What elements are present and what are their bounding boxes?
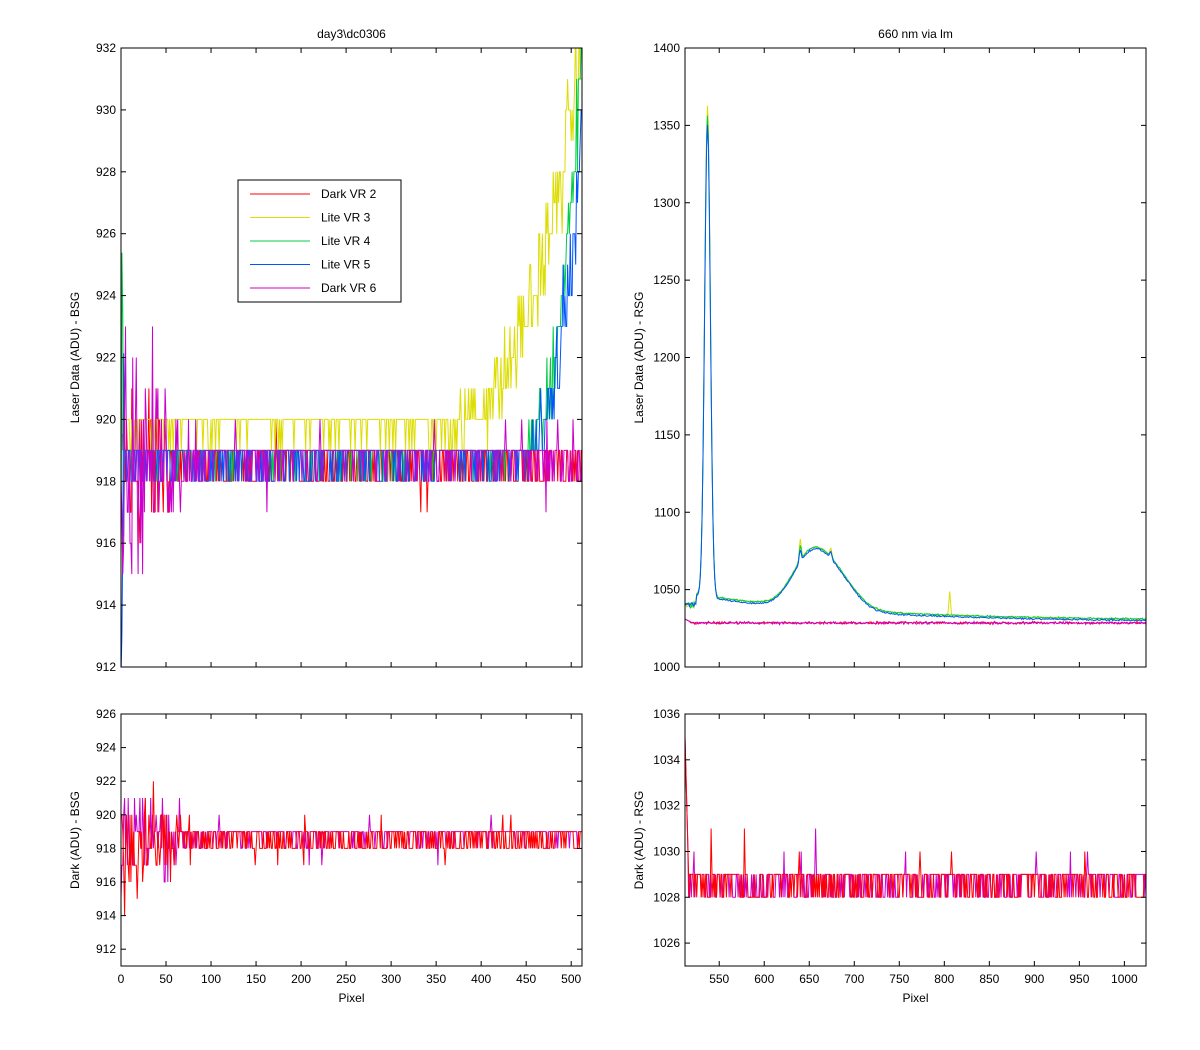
y-tick-label: 1034	[653, 753, 680, 767]
y-tick-label: 1026	[653, 936, 680, 950]
legend-label: Lite VR 3	[321, 211, 371, 225]
x-tick-label: 550	[709, 972, 729, 986]
y-tick-label: 1050	[653, 583, 680, 597]
y-axis-label: Dark (ADU) - BSG	[68, 791, 82, 889]
y-tick-label: 1150	[654, 428, 680, 442]
x-tick-label: 200	[291, 972, 311, 986]
x-tick-label: 700	[844, 972, 864, 986]
y-tick-label: 1030	[653, 844, 680, 858]
y-axis-label: Dark (ADU) - RSG	[632, 791, 646, 890]
y-tick-label: 926	[96, 227, 116, 241]
x-tick-label: 350	[426, 972, 446, 986]
y-tick-label: 1000	[653, 660, 680, 674]
chart-top-right: 1000 1050 1100 1150 1200 1250 1300 1350 1400 660 …	[632, 27, 1147, 674]
y-tick-label: 918	[96, 474, 116, 488]
y-tick-label: 926	[96, 707, 116, 721]
x-axis-label: Pixel	[338, 991, 364, 1005]
x-tick-label: 850	[979, 972, 999, 986]
y-tick-label: 1028	[653, 890, 680, 904]
legend-label: Dark VR 2	[321, 187, 377, 201]
y-tick-label: 930	[96, 103, 116, 117]
y-tick-label: 916	[96, 536, 116, 550]
y-tick-label: 1400	[653, 41, 680, 55]
y-tick-label: 914	[96, 909, 116, 923]
series-line-dark-vr-6	[121, 326, 582, 575]
x-tick-label: 150	[246, 972, 266, 986]
chart-title: day3\dc0306	[317, 27, 386, 41]
axes-frame	[120, 713, 583, 967]
y-tick-label: 932	[96, 41, 116, 55]
legend-label: Lite VR 5	[321, 258, 371, 272]
y-tick-label: 1032	[653, 799, 680, 813]
plot-area	[685, 714, 1146, 966]
series-line-lite-vr-3	[121, 48, 582, 451]
series-line-dark-vr-2	[121, 781, 582, 916]
y-tick-label: 914	[96, 598, 116, 612]
chart-bottom-right: 1026 1028 1030 1032 1034 1036 550 600 650 700 750 8…	[632, 707, 1147, 1005]
y-tick-label: 1250	[653, 273, 680, 287]
y-tick-label: 912	[96, 942, 116, 956]
series-group	[121, 781, 582, 916]
y-tick-label: 922	[96, 774, 116, 788]
legend-label: Dark VR 6	[321, 281, 377, 295]
y-tick-label: 1200	[653, 351, 680, 365]
plot-area	[685, 48, 1146, 667]
x-tick-label: 900	[1024, 972, 1044, 986]
x-tick-label: 750	[889, 972, 909, 986]
x-tick-label: 300	[381, 972, 401, 986]
y-tick-label: 1100	[654, 505, 680, 519]
y-tick-label: 924	[96, 289, 116, 303]
series-line-dark-vr-6	[685, 618, 1146, 626]
y-tick-label: 916	[96, 875, 116, 889]
series-group	[685, 105, 1146, 626]
x-tick-label: 250	[336, 972, 356, 986]
y-axis-label: Laser Data (ADU) - RSG	[632, 291, 646, 423]
x-tick-label: 500	[561, 972, 581, 986]
x-tick-label: 0	[118, 972, 125, 986]
legend: Dark VR 2 Lite VR 3 Lite VR 4 Lite VR 5 Dark…	[237, 179, 402, 303]
x-tick-label: 950	[1069, 972, 1089, 986]
y-axis-label: Laser Data (ADU) - BSG	[68, 292, 82, 423]
axes-frame	[684, 713, 1147, 967]
y-tick-label: 1350	[653, 118, 680, 132]
y-tick-label: 1300	[653, 196, 680, 210]
y-tick-label: 918	[96, 841, 116, 855]
y-tick-label: 920	[96, 808, 116, 822]
x-tick-label: 600	[754, 972, 774, 986]
series-line-lite-vr-5	[685, 124, 1146, 622]
y-tick-label: 924	[96, 741, 116, 755]
x-tick-label: 50	[159, 972, 173, 986]
y-tick-label: 922	[96, 351, 116, 365]
legend-label: Lite VR 4	[321, 234, 371, 248]
x-tick-label: 400	[471, 972, 491, 986]
x-tick-label: 100	[201, 972, 221, 986]
series-line-lite-vr-4	[685, 115, 1146, 621]
y-tick-label: 920	[96, 412, 116, 426]
x-tick-label: 450	[516, 972, 536, 986]
x-tick-label: 800	[934, 972, 954, 986]
y-tick-label: 928	[96, 165, 116, 179]
series-line-dark-vr-6	[685, 736, 1146, 898]
chart-bottom-left: 912 914 916 918 920 922 924 926 0 50 100 150 200 250 3…	[68, 707, 583, 1005]
x-tick-label: 1000	[1111, 972, 1138, 986]
chart-title: 660 nm via lm	[878, 27, 953, 41]
x-tick-label: 650	[799, 972, 819, 986]
series-group	[121, 48, 582, 667]
chart-top-left: 912 914 916 918 920 922 924 926 928 930 932 day3\dc…	[68, 27, 583, 674]
y-tick-label: 1036	[653, 707, 680, 721]
y-tick-label: 912	[96, 660, 116, 674]
series-group	[685, 736, 1146, 898]
series-line-dark-vr-2	[685, 736, 1146, 898]
x-axis-label: Pixel	[902, 991, 928, 1005]
